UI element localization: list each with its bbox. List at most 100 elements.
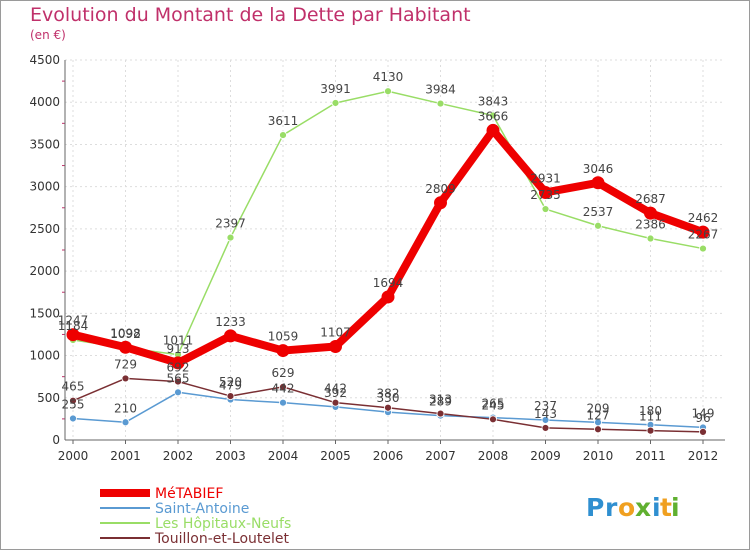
data-label: 237 (534, 399, 557, 413)
data-point (384, 403, 392, 412)
logo-letter: x (635, 493, 651, 522)
data-point (66, 328, 80, 342)
data-label: 2809 (425, 182, 456, 196)
data-label: 442 (272, 382, 295, 396)
y-tick-label: 1500 (29, 306, 60, 320)
y-tick-label: 3500 (29, 137, 60, 151)
data-label: 149 (692, 406, 715, 420)
data-point (594, 425, 602, 434)
data-label: 1011 (163, 334, 194, 348)
x-tick-label: 2006 (373, 449, 404, 463)
data-point (436, 99, 445, 108)
axis-layer: 0 500 1000 1500 2000 2500 3000 3500 4000 4500 2000… (29, 53, 725, 463)
data-point (699, 427, 707, 436)
data-point (331, 398, 340, 407)
data-label: 1184 (58, 319, 89, 333)
data-label: 255 (62, 397, 85, 411)
data-label: 692 (167, 361, 190, 375)
data-label: 2267 (688, 228, 719, 242)
data-point (279, 398, 287, 407)
data-label: 96 (695, 411, 710, 425)
logo-letter: r (605, 493, 618, 522)
data-label: 2735 (530, 188, 561, 202)
data-label: 520 (219, 375, 242, 389)
legend-label: Les Hôpitaux-Neufs (155, 516, 291, 532)
data-point (594, 221, 602, 230)
data-point (174, 377, 182, 386)
data-label: 729 (114, 357, 137, 371)
data-point (224, 329, 237, 343)
data-label: 1092 (110, 327, 141, 341)
data-label: 2537 (583, 205, 614, 219)
data-point (646, 426, 655, 435)
data-label: 3046 (583, 162, 614, 176)
data-label: 1233 (215, 315, 246, 329)
data-point (646, 234, 655, 243)
data-label: 127 (587, 408, 610, 422)
x-tick-label: 2012 (688, 449, 719, 463)
logo-letter: i (652, 493, 661, 522)
data-label: 265 (482, 397, 505, 411)
data-label: 479 (219, 379, 242, 393)
data-label: 1694 (373, 276, 404, 290)
x-tick-label: 2008 (478, 449, 509, 463)
data-point (489, 415, 497, 424)
data-label: 210 (114, 401, 137, 415)
data-point (279, 131, 287, 139)
data-point (539, 185, 552, 199)
x-tick-label: 2011 (635, 449, 666, 463)
data-point (329, 340, 342, 354)
data-label: 2462 (688, 211, 719, 225)
logo-letter: P (586, 493, 604, 522)
data-label: 913 (167, 342, 190, 356)
data-point (699, 244, 707, 253)
logo-letter: i (671, 493, 680, 522)
data-label: 1098 (110, 326, 141, 340)
data-point (121, 374, 130, 383)
label-layer: 1247 1098 913 1233 1059 1107 1694 2809 3666 2931 3… (58, 70, 719, 425)
data-point (119, 340, 132, 354)
data-point (69, 414, 77, 423)
data-label: 330 (377, 391, 400, 405)
data-point (69, 396, 77, 405)
data-point (121, 418, 130, 427)
x-tick-label: 2010 (583, 449, 614, 463)
data-label: 209 (587, 401, 610, 415)
data-label: 382 (377, 387, 400, 401)
data-point (486, 123, 500, 137)
data-label: 629 (272, 366, 295, 380)
data-label: 3984 (425, 83, 456, 97)
data-label: 2931 (530, 171, 561, 185)
y-tick-label: 2500 (29, 222, 60, 236)
data-point (226, 233, 235, 242)
data-label: 2397 (215, 217, 246, 231)
data-label: 3666 (478, 109, 509, 123)
logo-letter: t (660, 493, 672, 522)
data-point (541, 205, 550, 213)
data-label: 1059 (268, 330, 299, 344)
x-tick-label: 2001 (110, 449, 141, 463)
data-point (541, 416, 550, 424)
x-tick-label: 2000 (58, 449, 89, 463)
y-tick-label: 3000 (29, 180, 60, 194)
data-label: 565 (167, 371, 190, 385)
x-tick-label: 2009 (530, 449, 561, 463)
legend-label: MéTABIEF (155, 486, 223, 502)
data-point (384, 87, 392, 96)
series-layer (66, 87, 710, 436)
data-point (279, 382, 287, 391)
grid-layer (65, 59, 725, 441)
data-point (591, 176, 605, 190)
data-label: 289 (429, 395, 452, 409)
y-tick-label: 0 (52, 433, 60, 447)
x-tick-label: 2005 (320, 449, 351, 463)
data-label: 3991 (320, 82, 351, 96)
chart-subtitle: (en €) (30, 28, 66, 42)
data-label: 3611 (268, 114, 299, 128)
data-label: 442 (324, 382, 347, 396)
y-tick-label: 4000 (29, 95, 60, 109)
y-tick-label: 2000 (29, 264, 60, 278)
